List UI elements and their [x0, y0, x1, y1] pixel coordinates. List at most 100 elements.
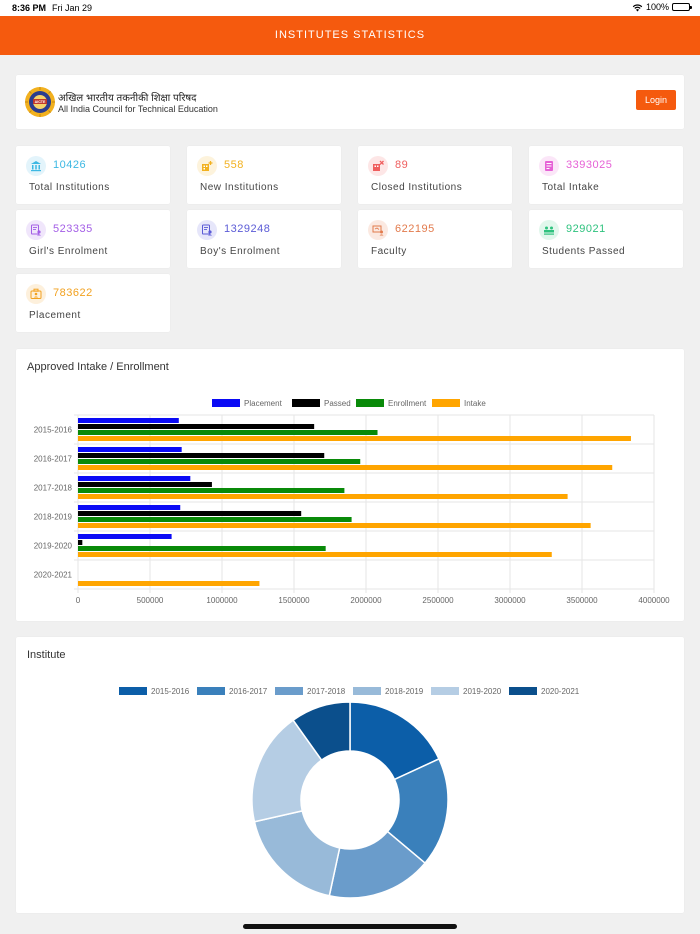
- stat-value: 783622: [53, 287, 93, 299]
- bar-passed[interactable]: [78, 482, 212, 487]
- legend-label[interactable]: Placement: [244, 399, 283, 408]
- donut-slice-2018-2019[interactable]: [253, 809, 341, 897]
- bar-placement[interactable]: [78, 534, 172, 539]
- intake-icon: [539, 156, 559, 176]
- bar-enrollment[interactable]: [78, 459, 361, 464]
- home-indicator: [243, 924, 457, 929]
- bar-passed[interactable]: [78, 511, 302, 516]
- status-date: Fri Jan 29: [52, 3, 93, 13]
- stat-card-new-institutions[interactable]: 558 New Institutions: [187, 146, 341, 204]
- bar-passed[interactable]: [78, 540, 83, 545]
- login-button[interactable]: Login: [636, 90, 676, 110]
- y-category-label: 2017-2018: [34, 484, 73, 493]
- legend-swatch[interactable]: [431, 687, 459, 695]
- x-tick-label: 1000000: [206, 596, 238, 605]
- x-tick-label: 3500000: [566, 596, 598, 605]
- legend-label[interactable]: 2019-2020: [463, 687, 502, 696]
- x-tick-label: 4000000: [638, 596, 670, 605]
- stat-value: 622195: [395, 223, 435, 235]
- legend-swatch[interactable]: [353, 687, 381, 695]
- legend-label[interactable]: 2020-2021: [541, 687, 580, 696]
- stat-value: 523335: [53, 223, 93, 235]
- legend-label[interactable]: Enrollment: [388, 399, 427, 408]
- battery-icon: [672, 3, 692, 11]
- legend-swatch[interactable]: [356, 399, 384, 407]
- legend-label[interactable]: Intake: [464, 399, 486, 408]
- legend-label[interactable]: 2017-2018: [307, 687, 346, 696]
- bar-intake[interactable]: [78, 581, 260, 586]
- legend-label[interactable]: Passed: [324, 399, 351, 408]
- y-category-label: 2015-2016: [34, 426, 73, 435]
- stat-label: Total Intake: [542, 182, 600, 193]
- legend-swatch[interactable]: [432, 399, 460, 407]
- stat-label: Boy's Enrolment: [200, 246, 280, 257]
- stat-card-faculty[interactable]: 622195 Faculty: [358, 210, 512, 268]
- x-tick-label: 0: [76, 596, 81, 605]
- bar-intake[interactable]: [78, 523, 591, 528]
- stat-label: Total Institutions: [29, 182, 110, 193]
- closed-building-icon: [368, 156, 388, 176]
- stat-card-total-institutions[interactable]: 10426 Total Institutions: [16, 146, 170, 204]
- stat-value: 558: [224, 159, 244, 171]
- app-navbar: INSTITUTES STATISTICS: [0, 16, 700, 55]
- bar-intake[interactable]: [78, 552, 552, 557]
- stat-card-total-intake[interactable]: 3393025 Total Intake: [529, 146, 683, 204]
- bar-placement[interactable]: [78, 476, 191, 481]
- bar-placement[interactable]: [78, 505, 181, 510]
- legend-swatch[interactable]: [212, 399, 240, 407]
- bar-enrollment[interactable]: [78, 546, 326, 551]
- legend-swatch[interactable]: [197, 687, 225, 695]
- stat-card-boys-enrolment[interactable]: 1329248 Boy's Enrolment: [187, 210, 341, 268]
- x-tick-label: 3000000: [494, 596, 526, 605]
- stat-card-closed-institutions[interactable]: 89 Closed Institutions: [358, 146, 512, 204]
- aicte-logo: AICTE: [25, 87, 55, 117]
- legend-label[interactable]: 2018-2019: [385, 687, 424, 696]
- bar-intake[interactable]: [78, 465, 613, 470]
- org-name-hindi: अखिल भारतीय तकनीकी शिक्षा परिषद: [58, 93, 197, 104]
- legend-swatch[interactable]: [119, 687, 147, 695]
- wifi-icon: [632, 3, 643, 11]
- legend-label[interactable]: 2016-2017: [229, 687, 268, 696]
- stat-value: 10426: [53, 159, 87, 171]
- stat-value: 929021: [566, 223, 606, 235]
- stat-label: Placement: [29, 310, 81, 321]
- stat-card-placement[interactable]: 783622 Placement: [16, 274, 170, 332]
- legend-swatch[interactable]: [509, 687, 537, 695]
- status-time: 8:36 PM: [12, 3, 47, 13]
- y-category-label: 2018-2019: [34, 513, 73, 522]
- bar-enrollment[interactable]: [78, 488, 345, 493]
- y-category-label: 2020-2021: [34, 571, 73, 580]
- bar-chart-title: Approved Intake / Enrollment: [27, 361, 169, 373]
- stat-label: Faculty: [371, 246, 407, 257]
- stat-label: Girl's Enrolment: [29, 246, 108, 257]
- stat-card-girls-enrolment[interactable]: 523335 Girl's Enrolment: [16, 210, 170, 268]
- legend-swatch[interactable]: [275, 687, 303, 695]
- bar-intake[interactable]: [78, 494, 568, 499]
- building-icon: [26, 156, 46, 176]
- intake-enrollment-chart: Placement Passed Enrollment Intake 0 500000 10…: [34, 399, 670, 605]
- org-header-card: AICTE अखिल भारतीय तकनीकी शिक्षा परिषद Al…: [16, 75, 684, 129]
- legend-label[interactable]: 2015-2016: [151, 687, 190, 696]
- logo-text: AICTE: [35, 100, 46, 104]
- stat-card-students-passed[interactable]: 929021 Students Passed: [529, 210, 683, 268]
- bar-passed[interactable]: [78, 424, 315, 429]
- bar-placement[interactable]: [78, 418, 179, 423]
- x-tick-label: 1500000: [278, 596, 310, 605]
- donut-slice-2020-2021[interactable]: [292, 701, 351, 762]
- bar-enrollment[interactable]: [78, 430, 378, 435]
- bar-placement[interactable]: [78, 447, 182, 452]
- legend-swatch[interactable]: [292, 399, 320, 407]
- placement-icon: [26, 284, 46, 304]
- stat-value: 89: [395, 159, 409, 171]
- x-tick-label: 2000000: [350, 596, 382, 605]
- new-building-icon: [197, 156, 217, 176]
- org-name-english: All India Council for Technical Educatio…: [58, 104, 218, 114]
- bar-enrollment[interactable]: [78, 517, 352, 522]
- bar-intake[interactable]: [78, 436, 631, 441]
- intake-enrollment-card: Approved Intake / Enrollment Placement Pa…: [16, 349, 684, 621]
- stat-label: Students Passed: [542, 246, 626, 257]
- stat-value: 3393025: [566, 159, 613, 171]
- stat-label: New Institutions: [200, 182, 279, 193]
- bar-passed[interactable]: [78, 453, 325, 458]
- students-passed-icon: [539, 220, 559, 240]
